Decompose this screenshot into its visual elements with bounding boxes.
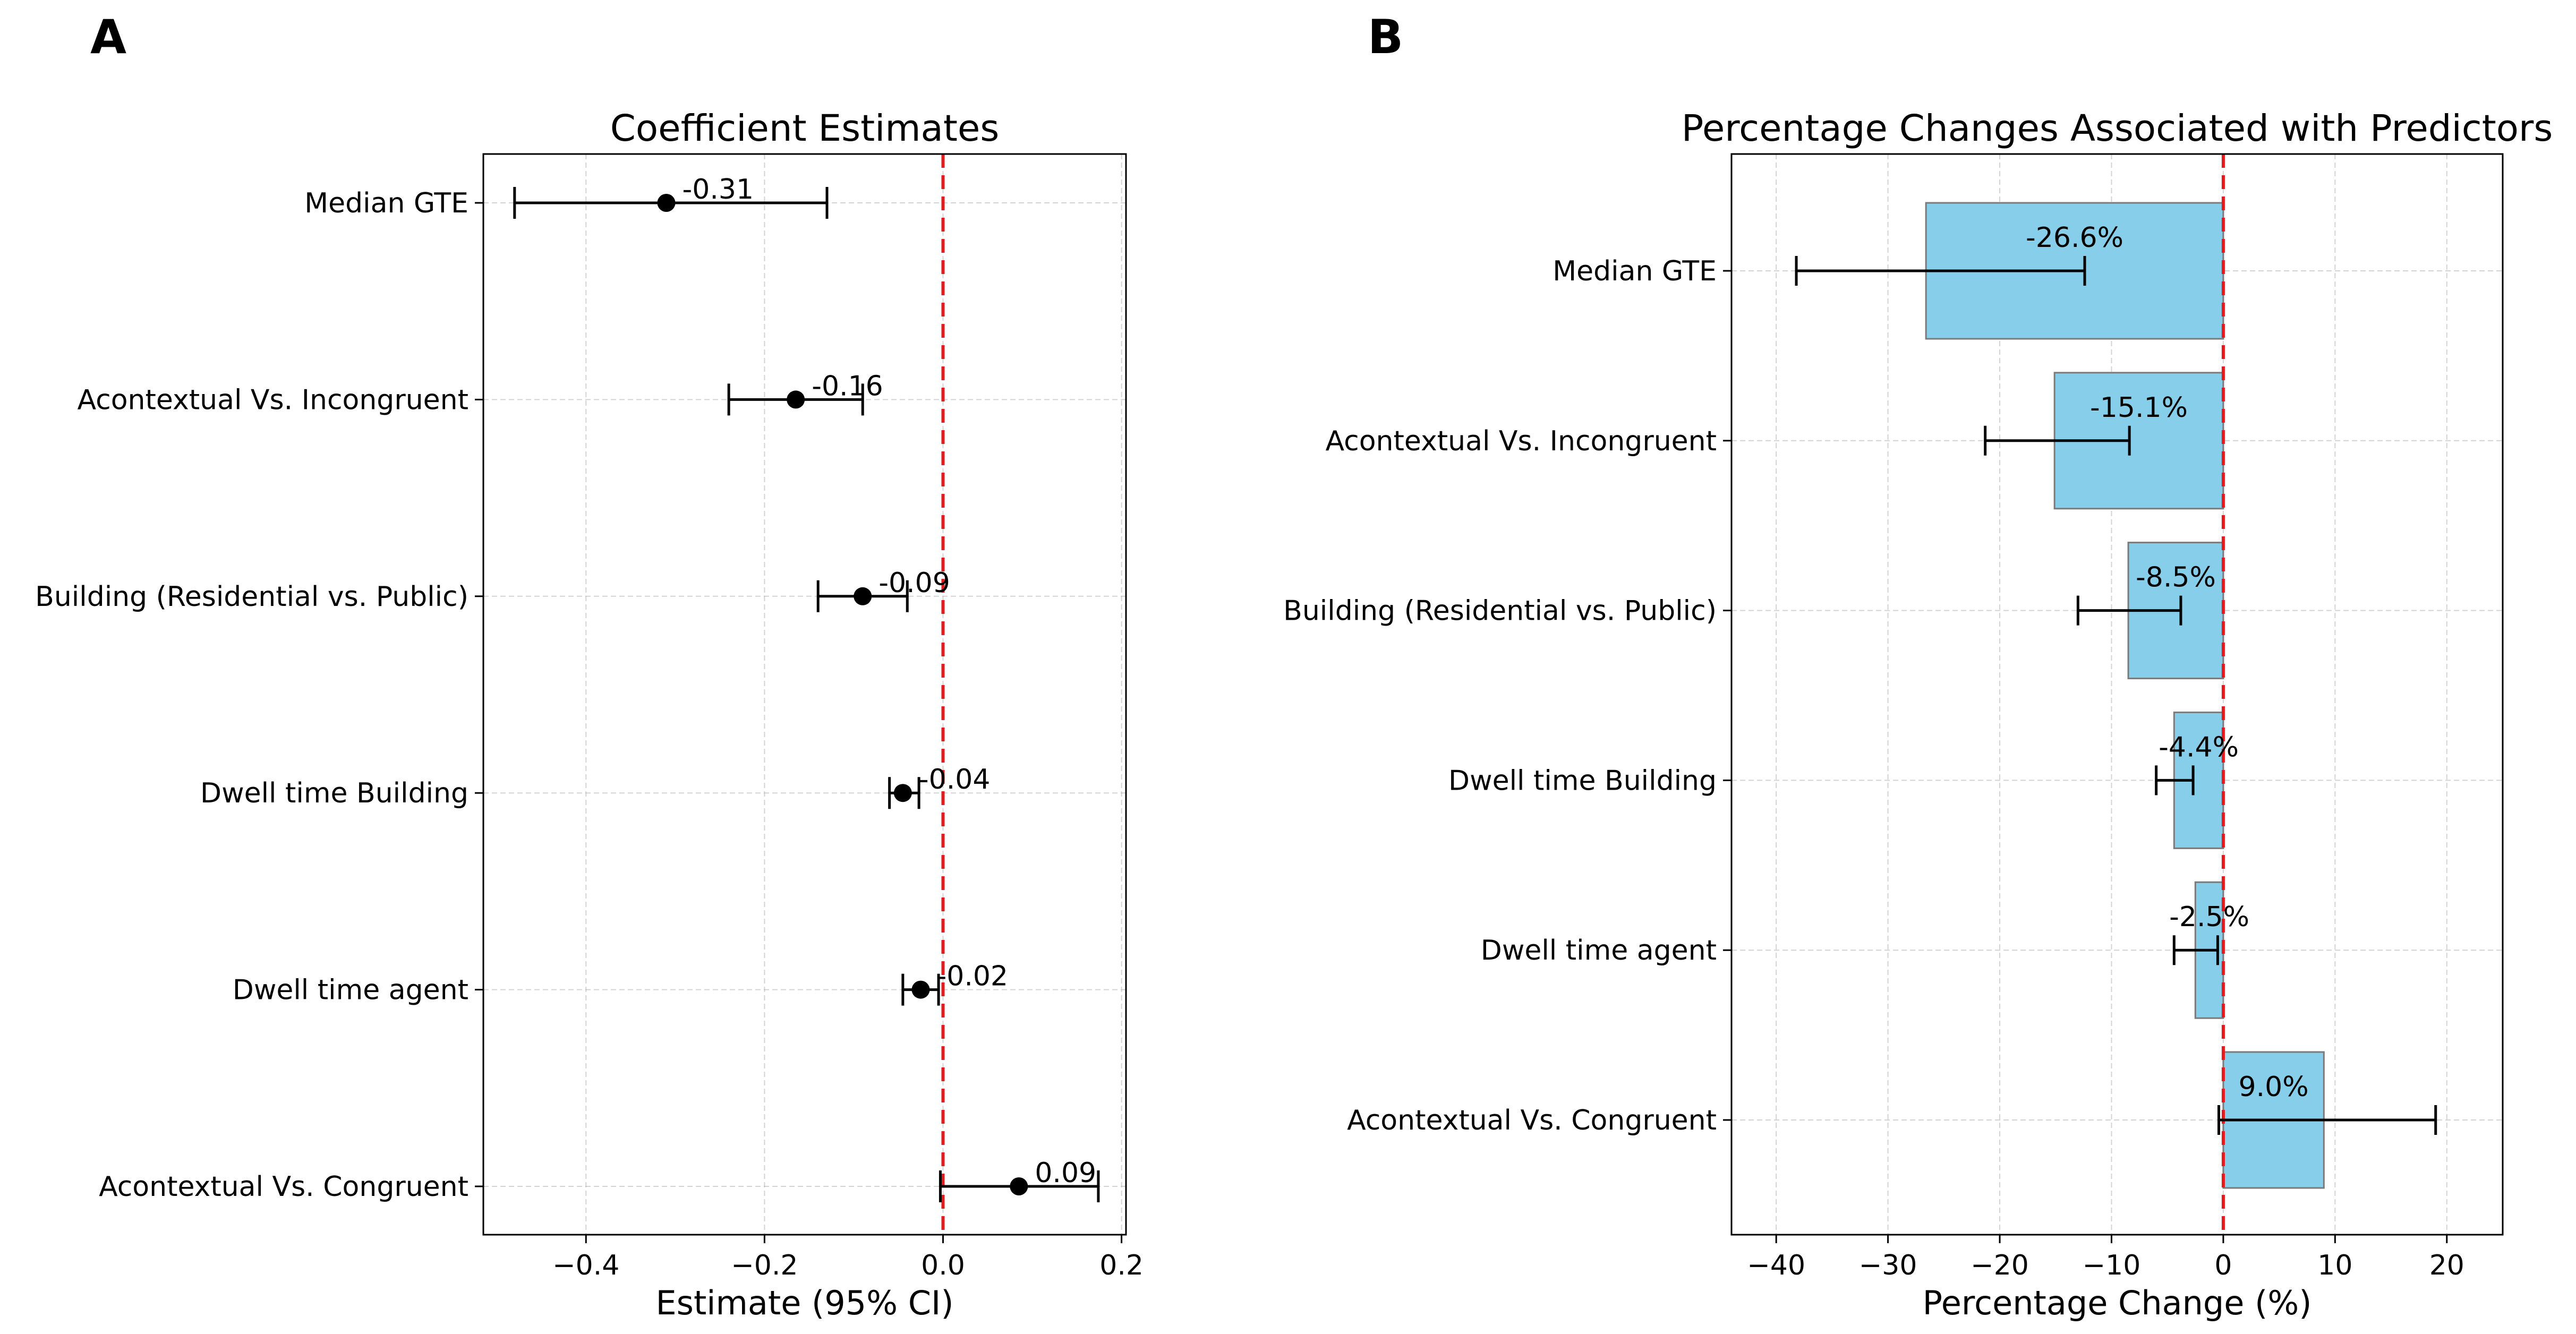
panel-a-data-label-4: -0.02 (936, 961, 1008, 993)
panel-a-data-label-0: -0.31 (683, 174, 754, 206)
panel-a-point-1 (787, 390, 805, 409)
panel-a-coefficient-plot: Coefficient Estimates Estimate (95% CI) … (35, 107, 1144, 1322)
panel-b-category-label-4: Dwell time agent (1481, 935, 1717, 967)
panel-a-x-tick-label-1: −0.2 (731, 1250, 798, 1281)
panel-a-title: Coefficient Estimates (610, 107, 1000, 150)
panel-b-data-label-1: -15.1% (2090, 392, 2188, 424)
panel-a-point-3 (893, 784, 912, 802)
panel-a-category-label-0: Median GTE (304, 187, 468, 219)
panel-b-category-label-3: Dwell time Building (1448, 765, 1717, 797)
panel-b-category-label-5: Acontextual Vs. Congruent (1347, 1105, 1717, 1136)
panel-b-plot-frame (1730, 153, 2504, 1236)
panel-b-x-axis-label: Percentage Change (%) (1923, 1284, 2312, 1322)
panel-b-data-label-4: -2.5% (2169, 901, 2249, 933)
panel-b-data-label-0: -26.6% (2026, 222, 2123, 254)
panel-a-plot-frame (482, 153, 1127, 1236)
panel-b-data-label-3: -4.4% (2159, 731, 2239, 763)
panel-a-data-label-3: -0.04 (919, 764, 991, 796)
panel-a-x-tick-label-3: 0.2 (1099, 1250, 1144, 1281)
panel-a-x-axis-label: Estimate (95% CI) (655, 1284, 953, 1322)
panel-b-category-label-1: Acontextual Vs. Incongruent (1325, 425, 1717, 457)
panel-a-point-4 (911, 980, 930, 999)
panel-a-data-label-1: -0.16 (812, 370, 883, 402)
panel-a-point-2 (854, 587, 872, 605)
panel-b-x-tick-label-3: −10 (2083, 1250, 2141, 1281)
panel-b-x-tick-label-1: −30 (1859, 1250, 1917, 1281)
panel-b-x-tick-label-6: 20 (2429, 1250, 2464, 1281)
panel-a-category-label-4: Dwell time agent (233, 974, 468, 1006)
panel-b-x-tick-label-0: −40 (1747, 1250, 1805, 1281)
panel-b-percentage-bar-chart: Percentage Changes Associated with Predi… (1283, 107, 2553, 1322)
panel-b-x-tick-label-2: −20 (1971, 1250, 2029, 1281)
panel-a-data-label-5: 0.09 (1035, 1157, 1096, 1189)
panel-b-category-label-2: Building (Residential vs. Public) (1283, 595, 1717, 627)
panel-a-point-5 (1010, 1177, 1028, 1195)
panel-b-data-label-5: 9.0% (2239, 1071, 2309, 1103)
panel-a-category-label-5: Acontextual Vs. Congruent (99, 1171, 468, 1203)
panel-a-point-0 (657, 194, 676, 212)
panel-b-letter: B (1368, 10, 1403, 64)
panel-a-data-label-2: -0.09 (878, 567, 950, 599)
panel-b-title: Percentage Changes Associated with Predi… (1682, 107, 2553, 150)
panel-a-letter: A (90, 10, 126, 64)
panel-a-category-label-3: Dwell time Building (200, 777, 468, 809)
panel-a-category-label-2: Building (Residential vs. Public) (35, 581, 468, 613)
panel-b-x-tick-label-4: 0 (2214, 1250, 2232, 1281)
panel-b-category-label-0: Median GTE (1553, 255, 1717, 287)
panel-b-x-tick-label-5: 10 (2317, 1250, 2352, 1281)
panel-b-data-label-2: -8.5% (2136, 562, 2216, 594)
panel-a-x-tick-label-2: 0.0 (921, 1250, 965, 1281)
panel-a-category-label-1: Acontextual Vs. Incongruent (77, 384, 468, 416)
panel-a-x-tick-label-0: −0.4 (552, 1250, 619, 1281)
